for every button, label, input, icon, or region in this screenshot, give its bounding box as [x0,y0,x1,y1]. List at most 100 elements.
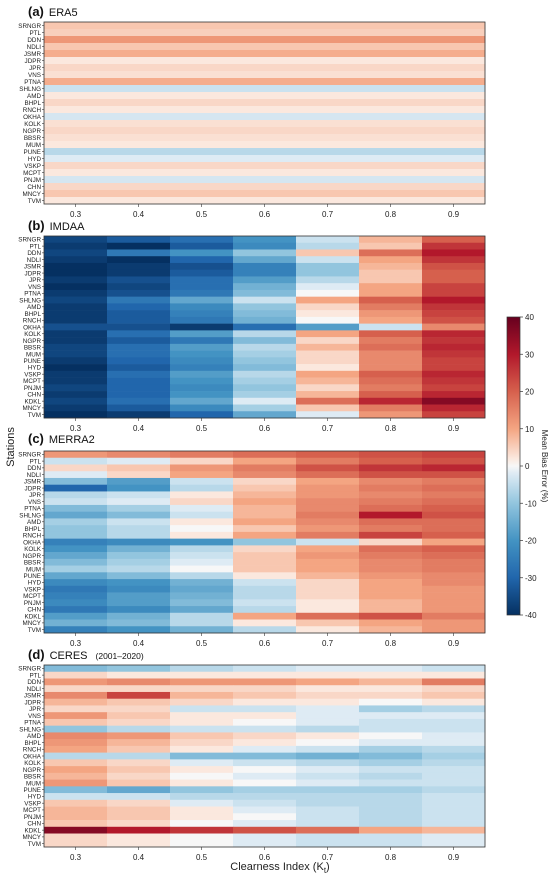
heatmap-cell [422,484,486,492]
heatmap-cell [296,113,360,121]
station-label: AMD [27,733,41,740]
heatmap-cell [170,404,234,412]
heatmap-cell [170,552,234,560]
heatmap-cell [170,592,234,600]
heatmap-cell [296,43,360,51]
heatmap-cell [422,705,486,713]
heatmap-cell [359,813,423,821]
heatmap-cell [44,725,108,733]
heatmap-cell [422,236,486,244]
heatmap-cell [170,504,234,512]
heatmap-cell [107,806,171,814]
heatmap-cell [422,106,486,114]
heatmap-cell [422,64,486,72]
heatmap-cell [296,176,360,184]
heatmap-cell [44,552,108,560]
colorbar-tick-label: -20 [525,537,537,546]
heatmap-cell [233,606,297,614]
heatmap-cell [422,256,486,264]
heatmap-cell [107,36,171,44]
heatmap-cell [44,626,108,634]
heatmap-cell [44,113,108,121]
heatmap-cell [44,712,108,720]
heatmap-cell [170,120,234,128]
heatmap-cell [359,585,423,593]
station-label: BHPL [25,526,42,533]
heatmap-cell [296,155,360,163]
heatmap-cell [296,806,360,814]
heatmap-cell [296,665,360,673]
heatmap-cell [422,786,486,794]
heatmap-cell [44,691,108,699]
heatmap-cell [44,671,108,679]
x-tick-label: 0.5 [196,853,208,862]
heatmap-cell [233,619,297,627]
panel-subtitle: (2001–2020) [96,651,144,661]
heatmap-cell [107,579,171,587]
heatmap-cell [44,558,108,566]
heatmap-cell [422,471,486,479]
heatmap-cell [422,691,486,699]
heatmap-cell [296,772,360,780]
heatmap-cell [233,50,297,58]
heatmap-cell [422,127,486,135]
x-tick-label: 0.4 [133,210,145,219]
heatmap-cell [359,337,423,345]
heatmap-cell [359,558,423,566]
heatmap-cell [359,451,423,459]
heatmap-cell [296,350,360,358]
heatmap-cell [359,840,423,848]
heatmap-cell [422,833,486,841]
heatmap-cell [170,732,234,740]
heatmap-cell [422,391,486,399]
heatmap-cell [107,106,171,114]
heatmap-cell [233,127,297,135]
heatmap-cell [170,572,234,580]
heatmap-cell [296,269,360,277]
heatmap-cell [107,552,171,560]
station-label: JDPR [25,58,42,65]
station-label: MCPT [23,378,41,385]
heatmap-cell [296,183,360,191]
heatmap-cell [296,739,360,747]
heatmap-cell [233,92,297,100]
heatmap-cell [233,759,297,767]
heatmap-cell [44,806,108,814]
heatmap-cell [107,289,171,297]
heatmap-cell [296,840,360,848]
heatmap-cell [44,504,108,512]
x-tick-label: 0.9 [448,210,460,219]
heatmap-cell [422,511,486,519]
heatmap-cell [422,779,486,787]
station-label: PUNE [24,358,42,365]
heatmap-cell [107,162,171,170]
heatmap-cell [44,269,108,277]
heatmap-cell [296,57,360,65]
heatmap-cell [107,176,171,184]
heatmap-cell [107,511,171,519]
heatmap-cell [359,262,423,270]
heatmap-cell [359,820,423,828]
x-tick-label: 0.6 [259,424,271,433]
heatmap-cell [359,612,423,620]
heatmap-cell [296,477,360,485]
heatmap-cell [44,262,108,270]
heatmap-cell [359,518,423,526]
heatmap-cell [233,705,297,713]
station-label: SHLNG [19,512,41,519]
heatmap-cell [107,169,171,177]
x-axis-label-main: Clearness Index (K [230,861,324,873]
station-label: CHN [27,184,41,191]
heatmap-cell [359,57,423,65]
heatmap-cell [170,343,234,351]
heatmap-cell [422,384,486,392]
x-tick-label: 0.7 [322,210,334,219]
heatmap-cell [359,786,423,794]
heatmap-cell [233,316,297,324]
heatmap-cell [44,678,108,686]
heatmap-cell [107,64,171,72]
heatmap-cell [44,752,108,760]
heatmap-cell [107,626,171,634]
heatmap-cell [422,698,486,706]
heatmap-cell [296,296,360,304]
